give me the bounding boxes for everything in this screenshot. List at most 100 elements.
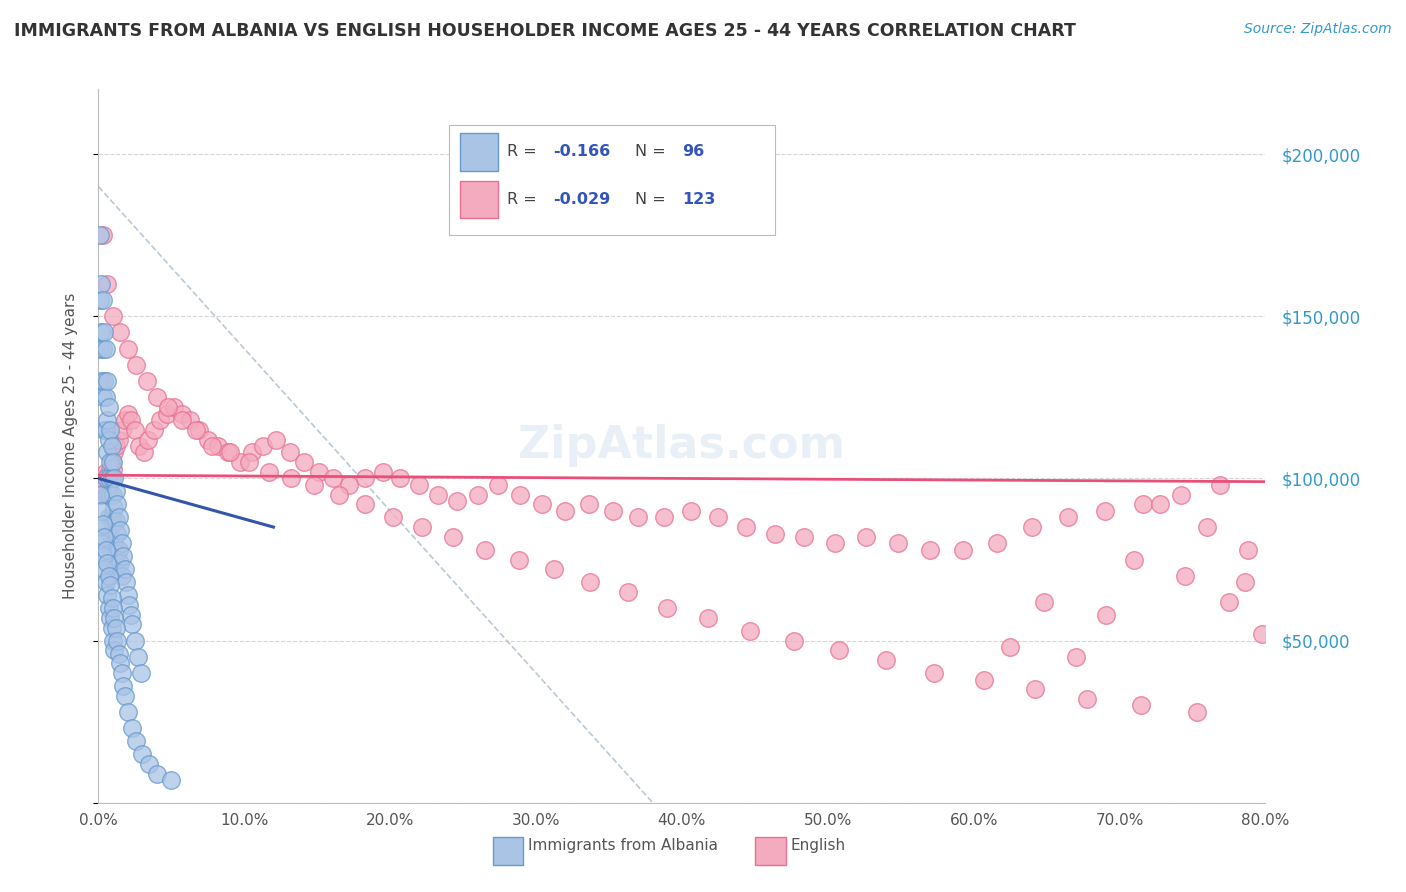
Point: [170, 407, 193, 421]
Point: [114, 689, 136, 703]
Point: [96, 277, 118, 291]
Point: [94, 423, 117, 437]
Point: [90, 481, 112, 495]
Point: [508, 552, 530, 566]
Point: [179, 413, 201, 427]
Point: [90, 536, 112, 550]
Point: [94, 471, 117, 485]
Point: [238, 455, 260, 469]
Point: [117, 407, 139, 421]
Point: [1233, 575, 1256, 590]
Point: [922, 666, 945, 681]
Point: [142, 423, 165, 437]
FancyBboxPatch shape: [494, 837, 523, 865]
Point: [1170, 488, 1192, 502]
Point: [117, 705, 139, 719]
Point: [93, 374, 115, 388]
Point: [707, 510, 730, 524]
Point: [124, 633, 146, 648]
Point: [337, 478, 360, 492]
Point: [1032, 595, 1054, 609]
Text: R =: R =: [508, 193, 537, 207]
Point: [543, 562, 565, 576]
Point: [149, 413, 172, 427]
Point: [257, 465, 280, 479]
Point: [1123, 552, 1146, 566]
Point: [111, 666, 134, 681]
Point: [735, 520, 758, 534]
Text: -0.029: -0.029: [554, 193, 610, 207]
Y-axis label: Householder Income Ages 25 - 44 years: Householder Income Ages 25 - 44 years: [63, 293, 77, 599]
Point: [98, 461, 121, 475]
Point: [855, 530, 877, 544]
Point: [97, 478, 120, 492]
Point: [97, 433, 120, 447]
Point: [120, 413, 142, 427]
Point: [108, 542, 131, 557]
Point: [101, 461, 124, 475]
Point: [135, 374, 157, 388]
Point: [100, 471, 122, 485]
Point: [783, 633, 806, 648]
Point: [91, 549, 114, 564]
Point: [94, 390, 117, 404]
Point: [654, 510, 676, 524]
Point: [486, 478, 509, 492]
Point: [1024, 682, 1046, 697]
Point: [125, 358, 148, 372]
Point: [163, 400, 186, 414]
Point: [91, 516, 114, 531]
Point: [110, 326, 132, 340]
Point: [408, 478, 430, 492]
FancyBboxPatch shape: [460, 181, 498, 219]
Point: [1209, 478, 1232, 492]
Point: [266, 433, 288, 447]
Point: [101, 633, 124, 648]
Point: [602, 504, 624, 518]
Point: [679, 504, 702, 518]
Point: [530, 497, 553, 511]
Point: [114, 413, 136, 427]
Point: [1218, 595, 1240, 609]
Point: [156, 407, 179, 421]
Point: [98, 488, 121, 502]
Point: [887, 536, 910, 550]
Point: [89, 228, 111, 243]
Point: [97, 471, 120, 485]
Point: [90, 504, 112, 518]
Point: [105, 497, 128, 511]
Point: [98, 423, 121, 437]
Point: [292, 455, 315, 469]
Point: [100, 510, 122, 524]
Point: [170, 413, 193, 427]
Point: [1094, 504, 1116, 518]
Point: [1064, 649, 1087, 664]
Point: [104, 484, 127, 499]
Point: [986, 536, 1008, 550]
Point: [94, 575, 117, 590]
Point: [579, 575, 602, 590]
Point: [96, 445, 118, 459]
Text: Immigrants from Albania: Immigrants from Albania: [527, 838, 718, 853]
Point: [97, 568, 120, 582]
Point: [89, 488, 111, 502]
Point: [94, 342, 117, 356]
Text: 96: 96: [682, 145, 704, 160]
Point: [108, 433, 131, 447]
Point: [101, 516, 124, 531]
Point: [117, 588, 139, 602]
Point: [103, 611, 125, 625]
Text: N =: N =: [636, 193, 666, 207]
Point: [98, 526, 121, 541]
Point: [96, 488, 118, 502]
Point: [252, 439, 274, 453]
Point: [105, 526, 128, 541]
Point: [875, 653, 897, 667]
Text: R =: R =: [508, 145, 537, 160]
Point: [101, 488, 124, 502]
Point: [371, 465, 394, 479]
Point: [793, 530, 815, 544]
Text: N =: N =: [636, 145, 666, 160]
Point: [973, 673, 995, 687]
Point: [740, 624, 762, 638]
